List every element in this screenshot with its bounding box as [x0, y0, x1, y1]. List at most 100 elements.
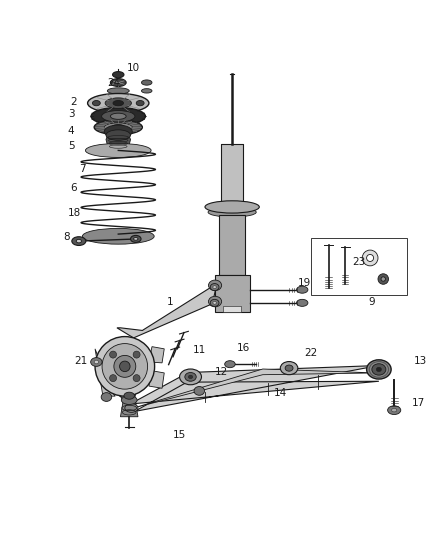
Ellipse shape: [141, 88, 152, 93]
Text: 13: 13: [414, 356, 427, 366]
Ellipse shape: [225, 361, 235, 368]
Bar: [219, 215, 245, 275]
Text: 7: 7: [79, 164, 85, 174]
Text: 21: 21: [74, 356, 88, 366]
Ellipse shape: [113, 71, 124, 78]
Ellipse shape: [91, 358, 102, 366]
Ellipse shape: [121, 395, 137, 405]
Ellipse shape: [72, 237, 86, 246]
Ellipse shape: [362, 250, 378, 266]
Ellipse shape: [185, 373, 196, 381]
Bar: [221, 144, 243, 205]
Polygon shape: [149, 371, 164, 388]
Ellipse shape: [113, 101, 124, 106]
Text: 4: 4: [68, 126, 74, 136]
Ellipse shape: [188, 375, 193, 378]
Ellipse shape: [94, 360, 99, 364]
Ellipse shape: [104, 125, 132, 138]
Polygon shape: [117, 284, 217, 338]
Text: 1: 1: [166, 297, 173, 308]
Ellipse shape: [104, 123, 132, 132]
Ellipse shape: [210, 300, 219, 306]
Text: 16: 16: [237, 343, 250, 352]
Text: 24: 24: [107, 77, 120, 87]
Ellipse shape: [213, 286, 216, 288]
Polygon shape: [120, 401, 138, 417]
Ellipse shape: [367, 360, 391, 379]
Ellipse shape: [105, 98, 131, 108]
Ellipse shape: [92, 101, 100, 106]
Ellipse shape: [372, 364, 386, 375]
Polygon shape: [215, 275, 250, 312]
Ellipse shape: [131, 236, 141, 243]
Ellipse shape: [208, 280, 222, 290]
Ellipse shape: [208, 296, 222, 307]
Ellipse shape: [376, 367, 381, 372]
Text: 14: 14: [274, 387, 287, 398]
Bar: [311, 238, 407, 295]
Text: 18: 18: [68, 208, 81, 218]
Ellipse shape: [110, 113, 126, 119]
Ellipse shape: [101, 393, 112, 401]
Ellipse shape: [112, 125, 125, 130]
Ellipse shape: [297, 286, 308, 293]
Ellipse shape: [136, 101, 144, 106]
Ellipse shape: [95, 336, 155, 396]
Ellipse shape: [392, 408, 397, 412]
Text: 3: 3: [68, 109, 74, 119]
Ellipse shape: [110, 78, 126, 86]
Text: 15: 15: [173, 430, 186, 440]
Text: 9: 9: [368, 297, 374, 308]
Ellipse shape: [82, 229, 154, 244]
Ellipse shape: [85, 143, 151, 157]
Polygon shape: [106, 135, 131, 148]
Ellipse shape: [110, 375, 117, 382]
Ellipse shape: [213, 302, 216, 304]
Text: 23: 23: [353, 257, 366, 267]
Text: 19: 19: [298, 278, 311, 288]
Ellipse shape: [285, 365, 293, 371]
Ellipse shape: [106, 130, 131, 140]
Ellipse shape: [180, 369, 201, 385]
Text: 22: 22: [304, 348, 318, 358]
Ellipse shape: [208, 207, 256, 217]
Text: 17: 17: [412, 398, 425, 408]
Ellipse shape: [205, 201, 259, 213]
Text: 11: 11: [193, 345, 206, 355]
Text: 6: 6: [70, 183, 77, 192]
Ellipse shape: [133, 351, 140, 358]
Text: 10: 10: [127, 63, 140, 73]
Ellipse shape: [125, 403, 138, 413]
Text: 2: 2: [70, 97, 77, 107]
Text: 12: 12: [215, 367, 228, 377]
Ellipse shape: [367, 254, 374, 262]
Ellipse shape: [381, 277, 385, 281]
Text: 8: 8: [64, 232, 70, 242]
Ellipse shape: [110, 351, 117, 358]
Ellipse shape: [133, 375, 140, 382]
Ellipse shape: [94, 120, 142, 135]
Ellipse shape: [378, 274, 389, 284]
Ellipse shape: [91, 108, 145, 125]
Ellipse shape: [102, 344, 148, 389]
Polygon shape: [130, 366, 379, 411]
Ellipse shape: [88, 93, 149, 113]
Ellipse shape: [134, 238, 138, 240]
Polygon shape: [223, 306, 241, 312]
Ellipse shape: [388, 406, 401, 415]
Ellipse shape: [210, 284, 219, 290]
Ellipse shape: [107, 88, 129, 94]
Ellipse shape: [194, 386, 205, 395]
Ellipse shape: [141, 80, 152, 85]
Ellipse shape: [120, 361, 130, 372]
Polygon shape: [95, 349, 115, 396]
Ellipse shape: [114, 356, 136, 377]
Text: 5: 5: [68, 141, 74, 151]
Polygon shape: [120, 393, 136, 410]
Ellipse shape: [297, 300, 308, 306]
Ellipse shape: [102, 110, 135, 122]
Ellipse shape: [280, 361, 298, 375]
Polygon shape: [149, 346, 164, 363]
Ellipse shape: [124, 392, 134, 399]
Ellipse shape: [76, 239, 81, 243]
